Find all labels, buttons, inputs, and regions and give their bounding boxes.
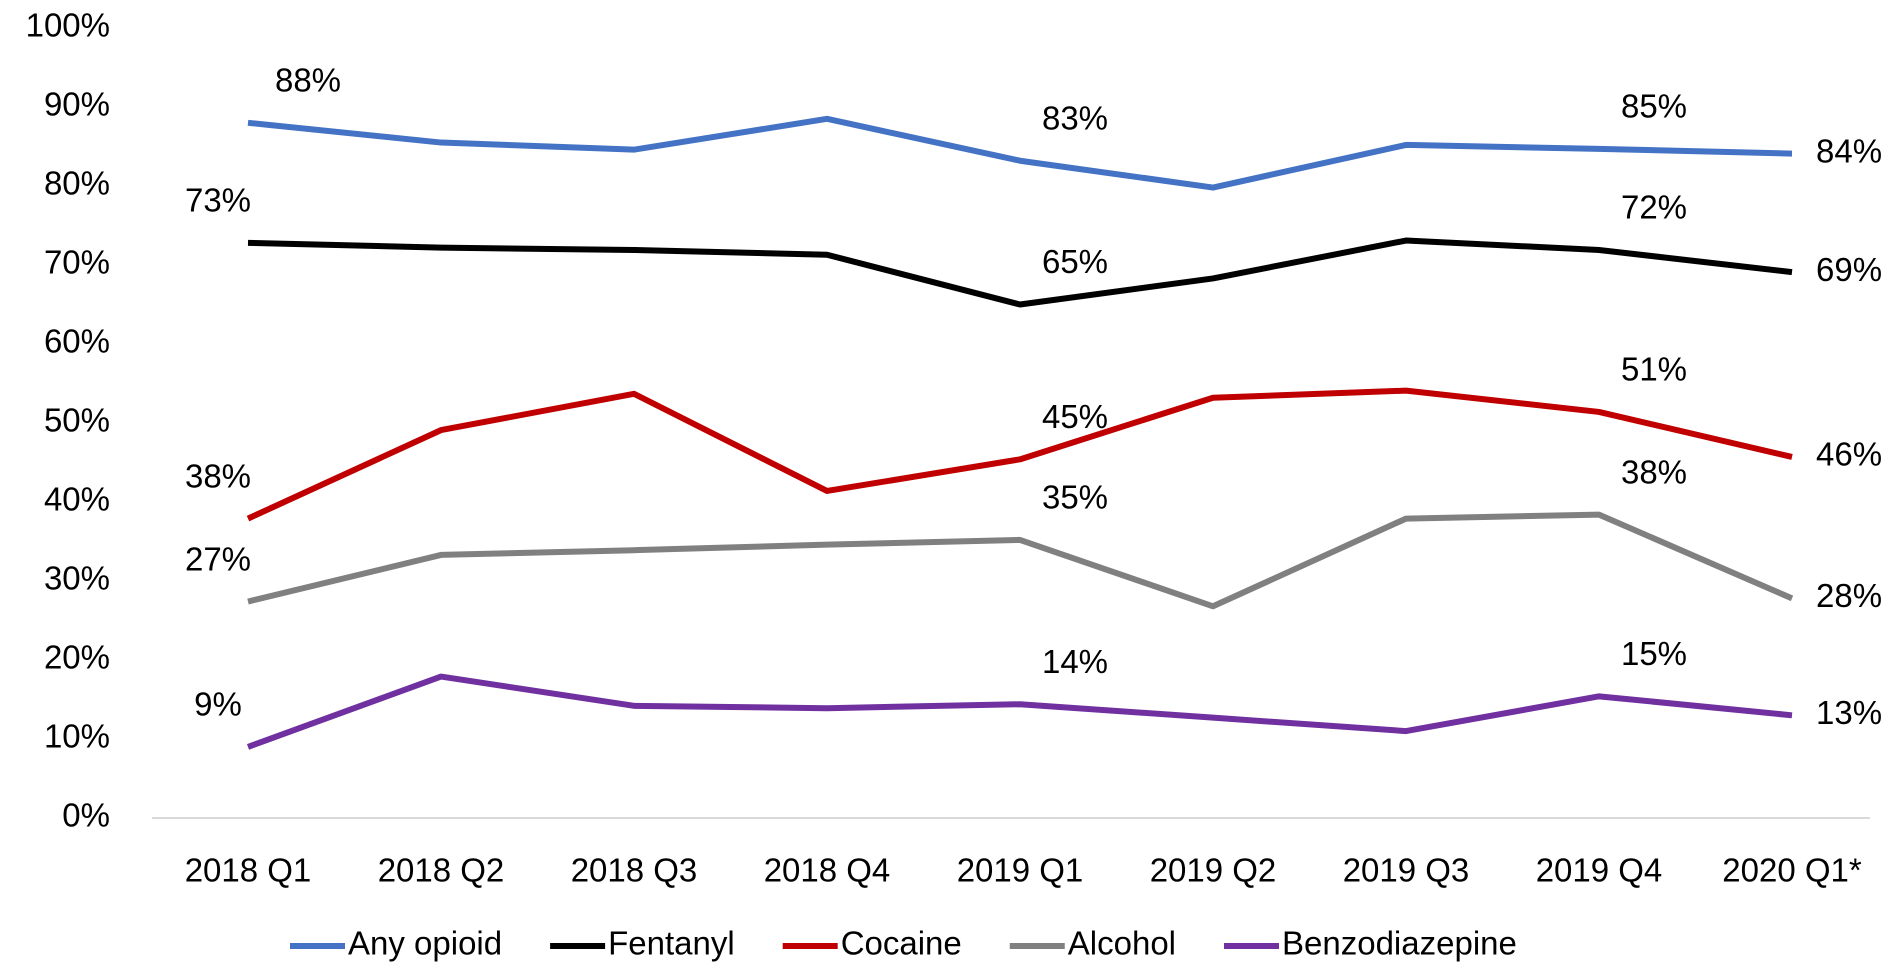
data-label: 15% xyxy=(1621,635,1687,672)
data-label: 51% xyxy=(1621,351,1687,388)
legend-label: Fentanyl xyxy=(608,925,735,962)
data-label: 27% xyxy=(185,540,251,577)
y-tick-label: 60% xyxy=(44,323,110,360)
line-series xyxy=(247,115,1793,191)
y-tick-label: 90% xyxy=(44,86,110,123)
data-label: 73% xyxy=(185,182,251,219)
data-label: 69% xyxy=(1816,251,1882,288)
line-series xyxy=(246,387,1793,522)
x-tick-label: 2020 Q1* xyxy=(1722,852,1862,889)
line-series xyxy=(247,511,1794,610)
data-label: 83% xyxy=(1042,99,1108,136)
y-tick-label: 80% xyxy=(44,165,110,202)
legend-label: Any opioid xyxy=(348,925,502,962)
data-label: 72% xyxy=(1621,189,1687,226)
x-tick-label: 2018 Q4 xyxy=(764,852,891,889)
y-tick-label: 70% xyxy=(44,244,110,281)
y-tick-label: 0% xyxy=(62,797,110,834)
x-tick-label: 2018 Q2 xyxy=(378,852,505,889)
data-label: 45% xyxy=(1042,398,1108,435)
y-tick-label: 30% xyxy=(44,560,110,597)
data-label: 84% xyxy=(1816,132,1882,169)
x-tick-label: 2019 Q1 xyxy=(957,852,1084,889)
x-tick-label: 2019 Q4 xyxy=(1536,852,1663,889)
legend-label: Cocaine xyxy=(841,925,962,962)
line-series xyxy=(247,237,1793,308)
line-series xyxy=(246,673,1793,750)
data-label: 46% xyxy=(1816,436,1882,473)
x-tick-label: 2018 Q3 xyxy=(571,852,698,889)
data-label: 35% xyxy=(1042,479,1108,516)
y-tick-label: 40% xyxy=(44,481,110,518)
data-label: 38% xyxy=(1621,453,1687,490)
data-label: 65% xyxy=(1042,243,1108,280)
data-label: 14% xyxy=(1042,643,1108,680)
data-label: 88% xyxy=(275,62,341,99)
y-tick-label: 100% xyxy=(26,7,110,44)
data-label: 28% xyxy=(1816,577,1882,614)
data-label: 38% xyxy=(185,457,251,494)
y-tick-label: 10% xyxy=(44,718,110,755)
data-label: 13% xyxy=(1816,694,1882,731)
x-tick-label: 2019 Q3 xyxy=(1343,852,1470,889)
x-tick-label: 2019 Q2 xyxy=(1150,852,1277,889)
legend-label: Benzodiazepine xyxy=(1282,925,1517,962)
y-tick-label: 50% xyxy=(44,402,110,439)
data-label: 9% xyxy=(194,686,242,723)
x-tick-label: 2018 Q1 xyxy=(185,852,312,889)
y-tick-label: 20% xyxy=(44,639,110,676)
data-label: 85% xyxy=(1621,88,1687,125)
legend-label: Alcohol xyxy=(1068,925,1176,962)
